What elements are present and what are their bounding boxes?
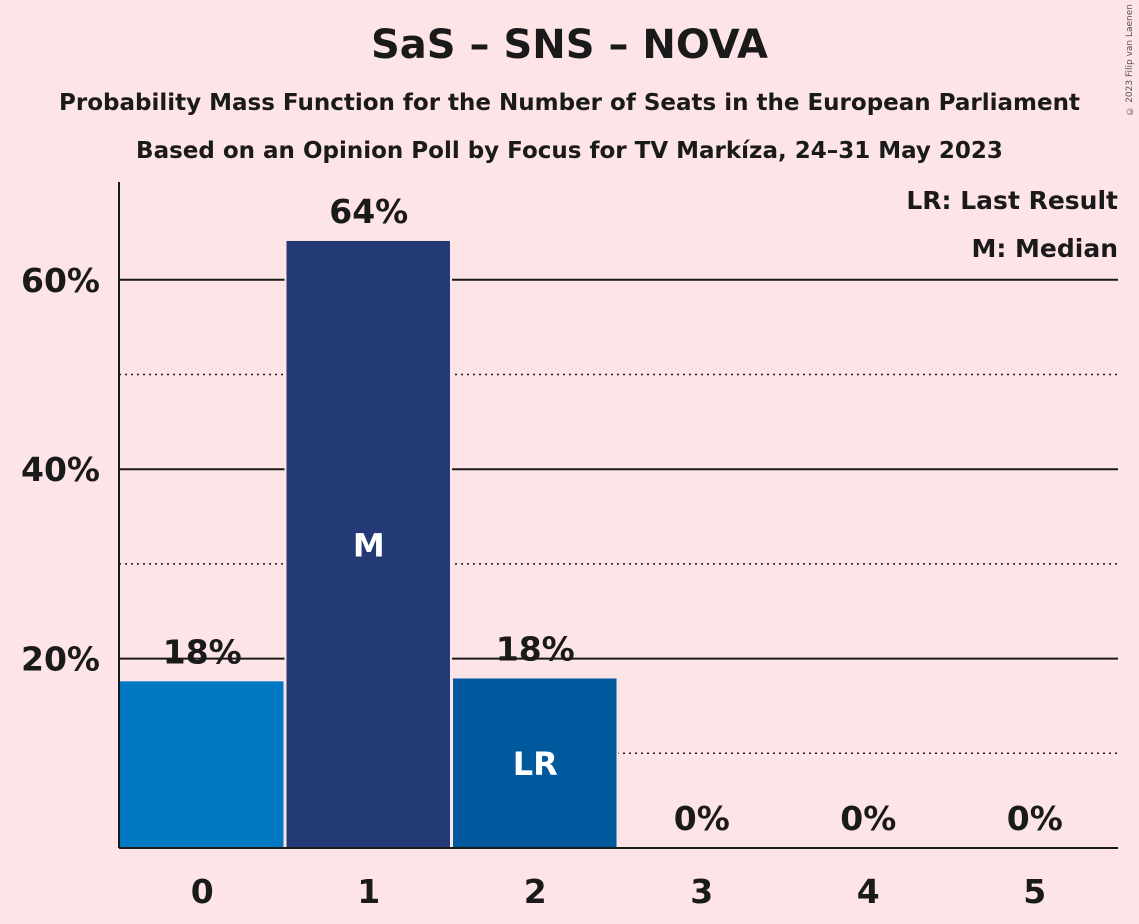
legend-median: M: Median [971, 234, 1118, 263]
bar-value-label: 18% [163, 632, 242, 671]
x-tick-label: 3 [690, 872, 713, 911]
chart-subtitle: Probability Mass Function for the Number… [59, 90, 1080, 116]
value-labels: 18% 64% M 18% LR 0% 0% 0% [163, 192, 1063, 838]
y-tick-label: 60% [21, 261, 100, 300]
bar [120, 681, 284, 848]
y-tick-label: 20% [21, 640, 100, 679]
bar [286, 240, 450, 848]
median-marker: M [353, 526, 385, 564]
x-tick-labels: 0 1 2 3 4 5 [191, 872, 1046, 911]
bar-value-label: 64% [329, 192, 408, 231]
bar-value-label: 0% [840, 799, 896, 838]
chart-title: SaS – SNS – NOVA [370, 22, 768, 68]
y-tick-label: 40% [21, 450, 100, 489]
x-tick-label: 5 [1023, 872, 1046, 911]
last-result-marker: LR [513, 745, 558, 783]
x-tick-label: 0 [191, 872, 214, 911]
bar-value-label: 0% [1007, 799, 1063, 838]
bars [118, 237, 619, 848]
bar-value-label: 18% [496, 629, 575, 668]
chart-source-subtitle: Based on an Opinion Poll by Focus for TV… [136, 138, 1003, 164]
legend-last-result: LR: Last Result [906, 186, 1118, 215]
x-tick-label: 1 [357, 872, 380, 911]
y-tick-labels: 20% 40% 60% [21, 261, 100, 679]
x-tick-label: 4 [857, 872, 880, 911]
x-tick-label: 2 [524, 872, 547, 911]
bar-value-label: 0% [674, 799, 730, 838]
bar [453, 678, 617, 848]
